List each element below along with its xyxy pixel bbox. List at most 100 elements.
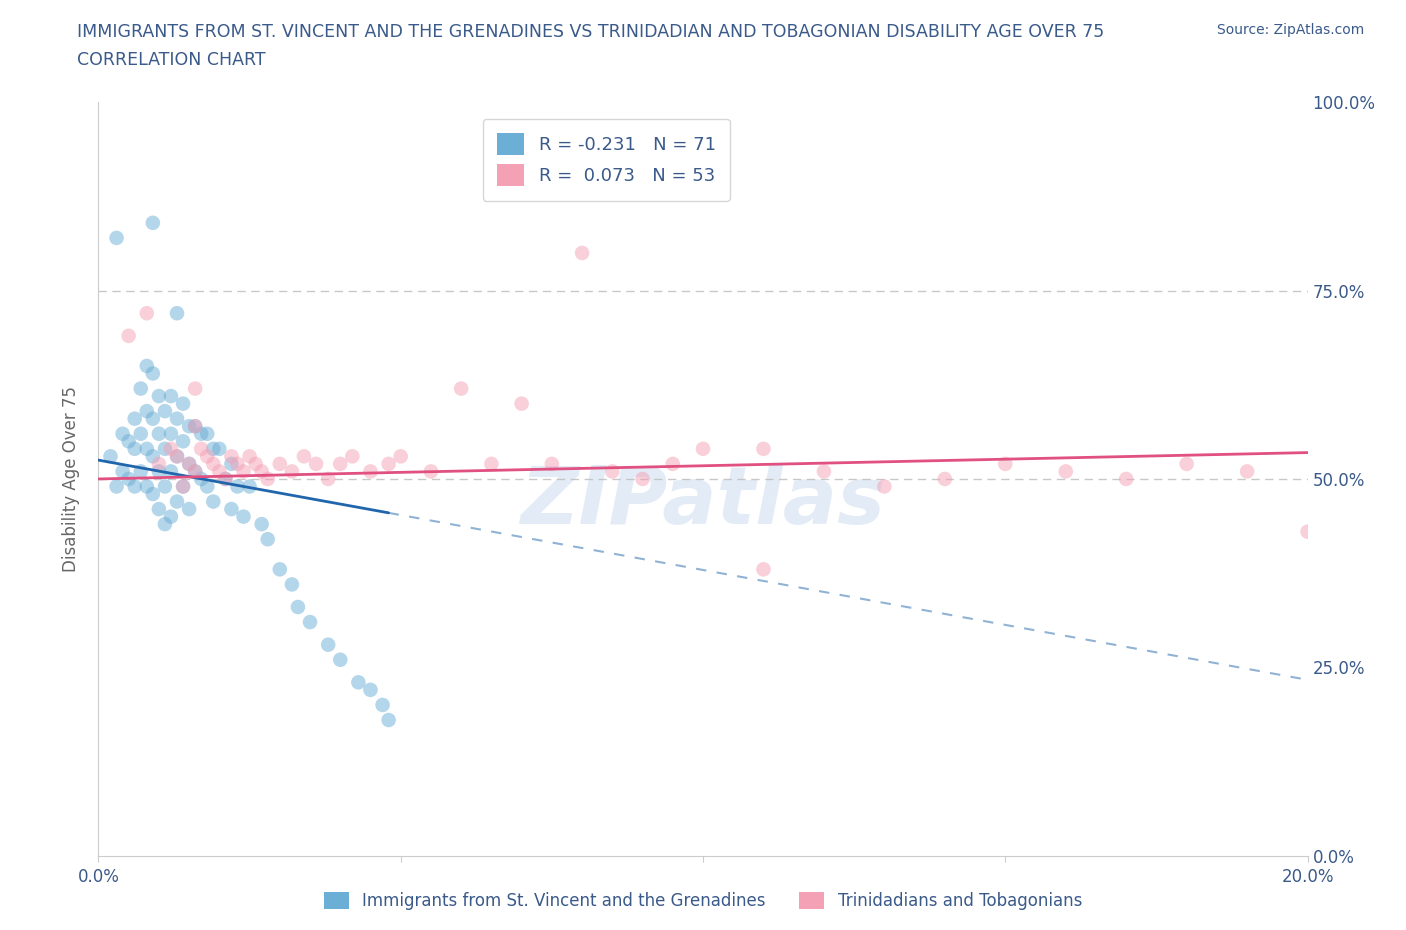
Point [214,472,236,486]
Point [571,246,593,260]
Point [179,418,201,433]
Point [256,472,278,486]
Point [118,328,141,343]
Point [195,449,218,464]
Point [450,381,472,396]
Point [329,457,352,472]
Point [160,442,183,457]
Point [179,457,201,472]
Point [129,381,152,396]
Point [281,577,304,591]
Point [214,472,236,486]
Point [135,359,157,374]
Point [934,472,956,486]
Point [142,411,165,426]
Point [232,510,254,525]
Point [202,442,225,457]
Point [148,457,170,472]
Point [287,600,309,615]
Point [166,494,188,509]
Point [135,442,157,457]
Point [129,464,152,479]
Point [184,418,207,433]
Point [305,457,328,472]
Point [153,404,176,418]
Point [269,457,291,472]
Point [250,517,273,532]
Point [179,457,201,472]
Point [221,449,243,464]
Point [172,433,194,449]
Y-axis label: Disability Age Over 75: Disability Age Over 75 [62,386,80,572]
Point [142,366,165,381]
Point [190,442,212,457]
Point [602,464,624,479]
Point [100,449,122,464]
Point [371,698,394,712]
Point [245,457,267,472]
Point [202,494,225,509]
Point [160,510,183,525]
Point [172,396,194,411]
Point [135,479,157,494]
Point [105,479,128,494]
Point [226,457,249,472]
Point [195,426,218,441]
Point [299,615,322,630]
Point [153,517,176,532]
Point [540,457,562,472]
Point [135,404,157,418]
Point [129,426,152,441]
Point [166,411,188,426]
Legend: R = -0.231   N = 71, R =  0.073   N = 53: R = -0.231 N = 71, R = 0.073 N = 53 [482,119,730,201]
Point [160,389,183,404]
Point [360,464,382,479]
Point [172,479,194,494]
Point [269,562,291,577]
Point [153,442,176,457]
Point [124,479,146,494]
Text: IMMIGRANTS FROM ST. VINCENT AND THE GRENADINES VS TRINIDADIAN AND TOBAGONIAN DIS: IMMIGRANTS FROM ST. VINCENT AND THE GREN… [77,23,1105,41]
Point [226,479,249,494]
Point [105,231,128,246]
Point [692,442,714,457]
Point [208,442,231,457]
Point [316,472,339,486]
Point [142,449,165,464]
Point [179,501,201,516]
Point [166,306,188,321]
Point [142,486,165,501]
Point [316,637,339,652]
Point [661,457,683,472]
Point [111,464,134,479]
Point [135,306,157,321]
Point [184,464,207,479]
Point [1296,525,1319,539]
Point [281,464,304,479]
Point [752,562,775,577]
Point [1236,464,1258,479]
Point [124,411,146,426]
Text: CORRELATION CHART: CORRELATION CHART [77,51,266,69]
Text: ZIPatlas: ZIPatlas [520,462,886,540]
Point [752,442,775,457]
Point [420,464,443,479]
Point [111,426,134,441]
Point [184,464,207,479]
Point [347,675,370,690]
Point [481,457,503,472]
Point [1054,464,1077,479]
Text: Source: ZipAtlas.com: Source: ZipAtlas.com [1216,23,1364,37]
Point [124,442,146,457]
Point [342,449,364,464]
Point [329,652,352,667]
Point [202,457,225,472]
Point [250,464,273,479]
Point [256,532,278,547]
Point [148,501,170,516]
Point [142,216,165,231]
Point [360,683,382,698]
Point [389,449,412,464]
Point [208,464,231,479]
Point [195,479,218,494]
